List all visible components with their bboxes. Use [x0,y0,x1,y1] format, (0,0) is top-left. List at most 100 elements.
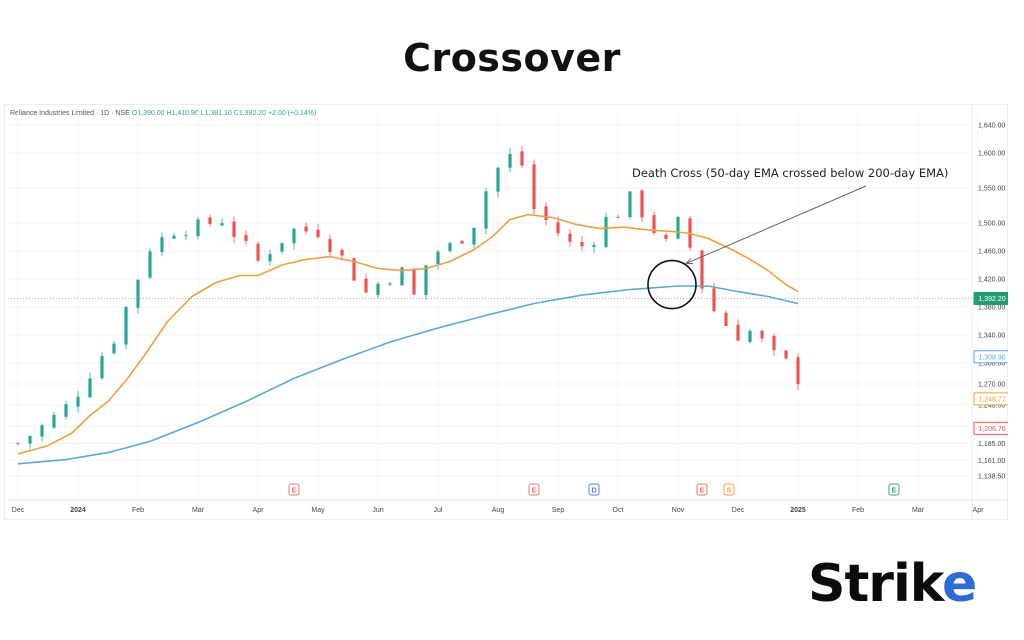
candle-body[interactable] [100,356,104,379]
candle-body[interactable] [616,216,620,218]
ema-50-line[interactable] [17,213,799,455]
candle-body[interactable] [424,265,428,296]
x-tick-label: Nov [672,507,685,514]
candle-body[interactable] [280,242,284,252]
candle-body[interactable] [292,228,296,244]
candle-body[interactable] [592,245,596,248]
ohlc-readout-part-4: C1,392.20 [234,110,268,117]
ohlc-readout-part-5: +2.00 (+0.14%) [268,110,316,117]
candle-body[interactable] [664,234,668,239]
candle-body[interactable] [268,254,272,262]
candle-body[interactable] [484,191,488,229]
candle-body[interactable] [520,151,524,166]
candle-body[interactable] [184,235,188,237]
candle-body[interactable] [40,425,44,437]
x-tick-label: Aug [492,507,505,514]
candle-body[interactable] [244,235,248,241]
x-tick-label: Sep [552,507,565,514]
candle-body[interactable] [496,167,500,192]
x-tick-label: May [311,507,325,514]
candle-body[interactable] [412,269,416,295]
candle-body[interactable] [160,237,164,253]
event-marker[interactable] [528,483,540,496]
candle-body[interactable] [352,258,356,281]
candle-body[interactable] [556,222,560,234]
candle-body[interactable] [16,443,20,445]
candle-body[interactable] [544,206,548,220]
candle-body[interactable] [772,335,776,351]
ohlc-readout: Reliance Industries Limited · 1D · NSE O… [10,110,316,117]
x-tick-label: Apr [253,507,265,514]
candle-body[interactable] [472,227,476,245]
x-tick-label: Jul [434,507,443,514]
y-tick-label: 1,161.00 [978,458,1005,465]
candle-body[interactable] [460,240,464,244]
candle-body[interactable] [208,217,212,224]
chart-frame [4,104,1008,520]
y-tick-label: 1,550.00 [978,186,1005,193]
candle-body[interactable] [748,330,752,342]
candle-body[interactable] [64,404,68,417]
event-marker-letter: E [700,488,705,495]
candle-body[interactable] [112,343,116,354]
candle-body[interactable] [364,278,368,293]
candle-body[interactable] [400,267,404,286]
candle-body[interactable] [760,330,764,339]
candle-body[interactable] [652,215,656,233]
candle-body[interactable] [508,154,512,168]
x-tick-label: Mar [912,507,925,514]
candle-body[interactable] [640,190,644,218]
event-marker-letter: E [892,488,897,495]
candle-body[interactable] [304,226,308,232]
y-tick-label: 1,270.00 [978,382,1005,389]
x-tick-label: Oct [613,507,624,514]
y-tick-label: 1,420.00 [978,277,1005,284]
candle-body[interactable] [256,243,260,261]
candle-body[interactable] [52,414,56,428]
y-tick-label: 1,500.00 [978,221,1005,228]
candle-body[interactable] [448,242,452,251]
y-tick-label: 1,640.00 [978,123,1005,130]
candle-body[interactable] [340,249,344,256]
candle-body[interactable] [28,435,32,444]
event-marker[interactable] [723,483,735,496]
candle-body[interactable] [700,250,704,289]
candle-body[interactable] [376,283,380,295]
x-tick-label: Dec [732,507,745,514]
candle-body[interactable] [232,221,236,238]
event-marker[interactable] [288,483,300,496]
ema-200-line[interactable] [17,285,799,465]
candle-body[interactable] [580,241,584,247]
candle-body[interactable] [220,223,224,226]
candle-body[interactable] [712,288,716,312]
candle-body[interactable] [628,191,632,218]
candle-body[interactable] [532,164,536,210]
candle-body[interactable] [88,378,92,398]
annotation-arrowhead [684,258,694,265]
chart-container[interactable]: Reliance Industries Limited · 1D · NSE O… [4,104,1008,520]
candle-body[interactable] [676,216,680,239]
candle-body[interactable] [316,229,320,238]
candle-body[interactable] [724,312,728,326]
candle-body[interactable] [124,306,128,345]
y-tick-label: 1,240.00 [978,403,1005,410]
y-tick-label: 1,380.00 [978,305,1005,312]
event-marker[interactable] [696,483,708,496]
event-marker[interactable] [588,483,600,496]
candle-body[interactable] [796,357,800,385]
event-marker-letter: E [532,488,537,495]
candle-body[interactable] [736,324,740,341]
candle-body[interactable] [604,217,608,248]
candle-body[interactable] [148,251,152,278]
candle-body[interactable] [172,235,176,239]
candle-body[interactable] [76,396,80,407]
candle-body[interactable] [568,233,572,242]
candle-body[interactable] [196,219,200,237]
candle-body[interactable] [784,350,788,359]
event-marker[interactable] [888,483,900,496]
price-chart[interactable]: Reliance Industries Limited · 1D · NSE O… [4,104,1008,520]
candle-body[interactable] [436,251,440,265]
candle-body[interactable] [388,283,392,285]
candle-body[interactable] [328,239,332,253]
candle-body[interactable] [136,279,140,308]
